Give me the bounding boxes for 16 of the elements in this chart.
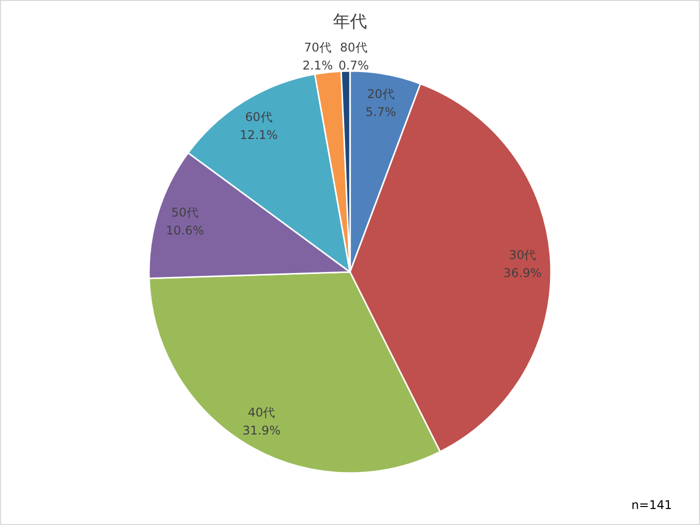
data-label: 12.1% xyxy=(240,128,278,142)
slice-label: 60代 xyxy=(245,110,272,124)
slice-label: 40代 xyxy=(248,406,276,420)
data-label: 5.7% xyxy=(366,104,396,119)
text: n=141 xyxy=(631,498,672,512)
data-label: 0.7% xyxy=(338,58,369,72)
chart-title: 年代 xyxy=(333,12,367,32)
data-label: 31.9% xyxy=(242,424,281,438)
data-label: 2.1% xyxy=(302,58,333,72)
slice-label: 30代 xyxy=(508,248,536,262)
data-label: 36.9% xyxy=(504,266,542,280)
data-label: 10.6% xyxy=(166,224,204,238)
slice-label: 70代 xyxy=(304,40,332,54)
slice-label: 50代 xyxy=(171,206,199,220)
slice-label: 20代 xyxy=(367,86,394,101)
slice-label: 80代 xyxy=(340,40,368,54)
